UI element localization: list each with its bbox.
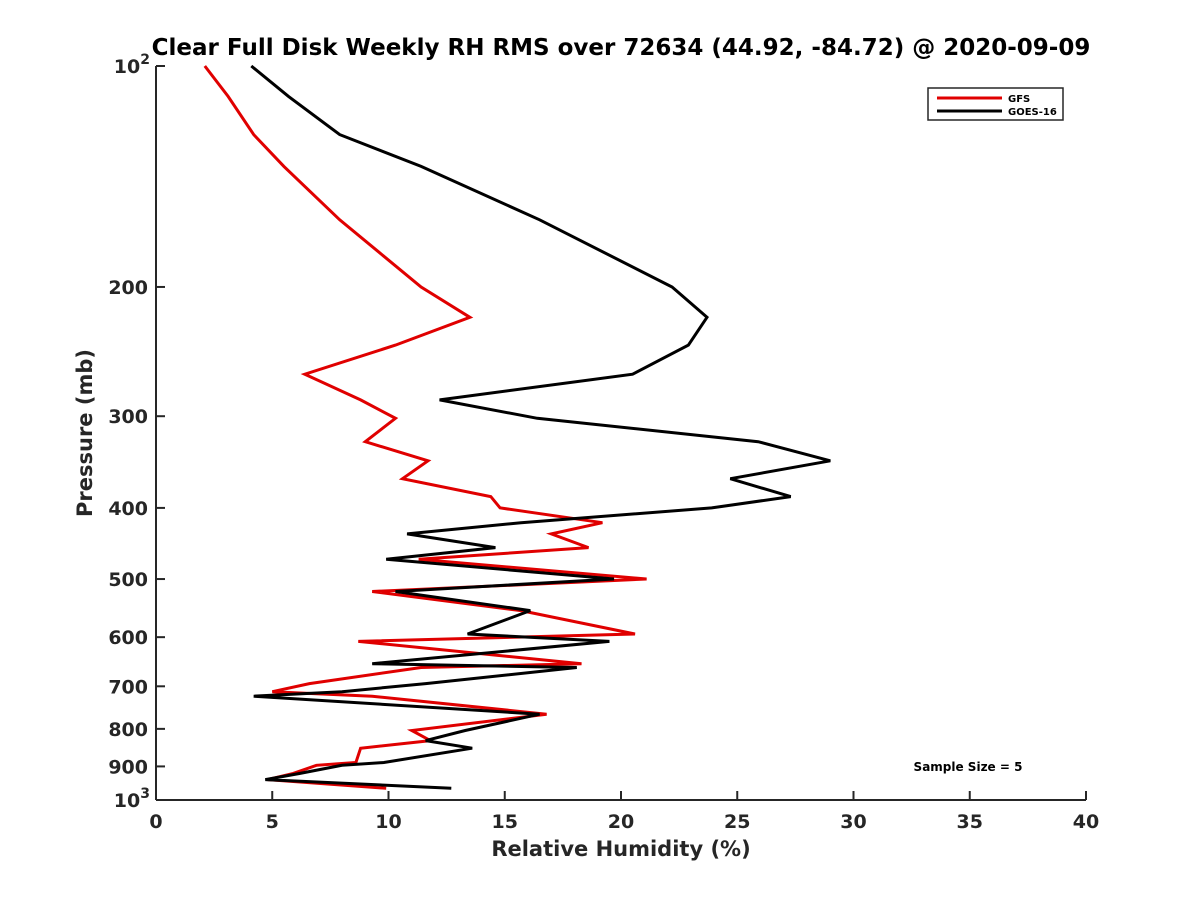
legend: GFS GOES-16: [927, 87, 1064, 121]
x-axis-label: Relative Humidity (%): [491, 837, 750, 861]
x-tick-label: 40: [1073, 811, 1099, 833]
plot-area: 0 5 10 15 20 25 30 35 40 102 200 300 400 500 600 700 80…: [108, 52, 1099, 833]
legend-label: GOES-16: [1008, 107, 1057, 118]
x-tick-label: 30: [840, 811, 866, 833]
y-tick-label: 600: [108, 627, 148, 649]
chart-title: Clear Full Disk Weekly RH RMS over 72634…: [152, 35, 1091, 61]
series-layer: [203, 64, 831, 790]
y-tick-label: 103: [114, 786, 150, 812]
legend-box: [927, 87, 1064, 121]
series-line-gfs: [203, 65, 647, 790]
y-tick-label: 200: [108, 277, 148, 299]
x-tick-label: 5: [266, 811, 279, 833]
y-tick-label: 900: [108, 756, 148, 778]
y-tick-label: 700: [108, 676, 148, 698]
x-tick-label: 35: [957, 811, 983, 833]
x-tick-label: 0: [149, 811, 162, 833]
y-axis-label: Pressure (mb): [73, 349, 97, 517]
y-tick-label: 102: [114, 52, 150, 78]
y-tick-label: 300: [108, 406, 148, 428]
y-tick-label: 500: [108, 569, 148, 591]
y-axis-ticks: 102 200 300 400 500 600 700 800 900 103: [108, 52, 165, 812]
x-tick-label: 10: [375, 811, 401, 833]
sample-size-annotation: Sample Size = 5: [914, 760, 1023, 774]
x-tick-label: 15: [492, 811, 518, 833]
legend-label: GFS: [1008, 94, 1030, 105]
y-tick-label: 800: [108, 719, 148, 741]
x-tick-label: 20: [608, 811, 634, 833]
series-line-goes-16: [250, 64, 831, 790]
y-tick-label: 400: [108, 498, 148, 520]
x-tick-label: 25: [724, 811, 750, 833]
x-axis-ticks: 0 5 10 15 20 25 30 35 40: [149, 791, 1099, 833]
